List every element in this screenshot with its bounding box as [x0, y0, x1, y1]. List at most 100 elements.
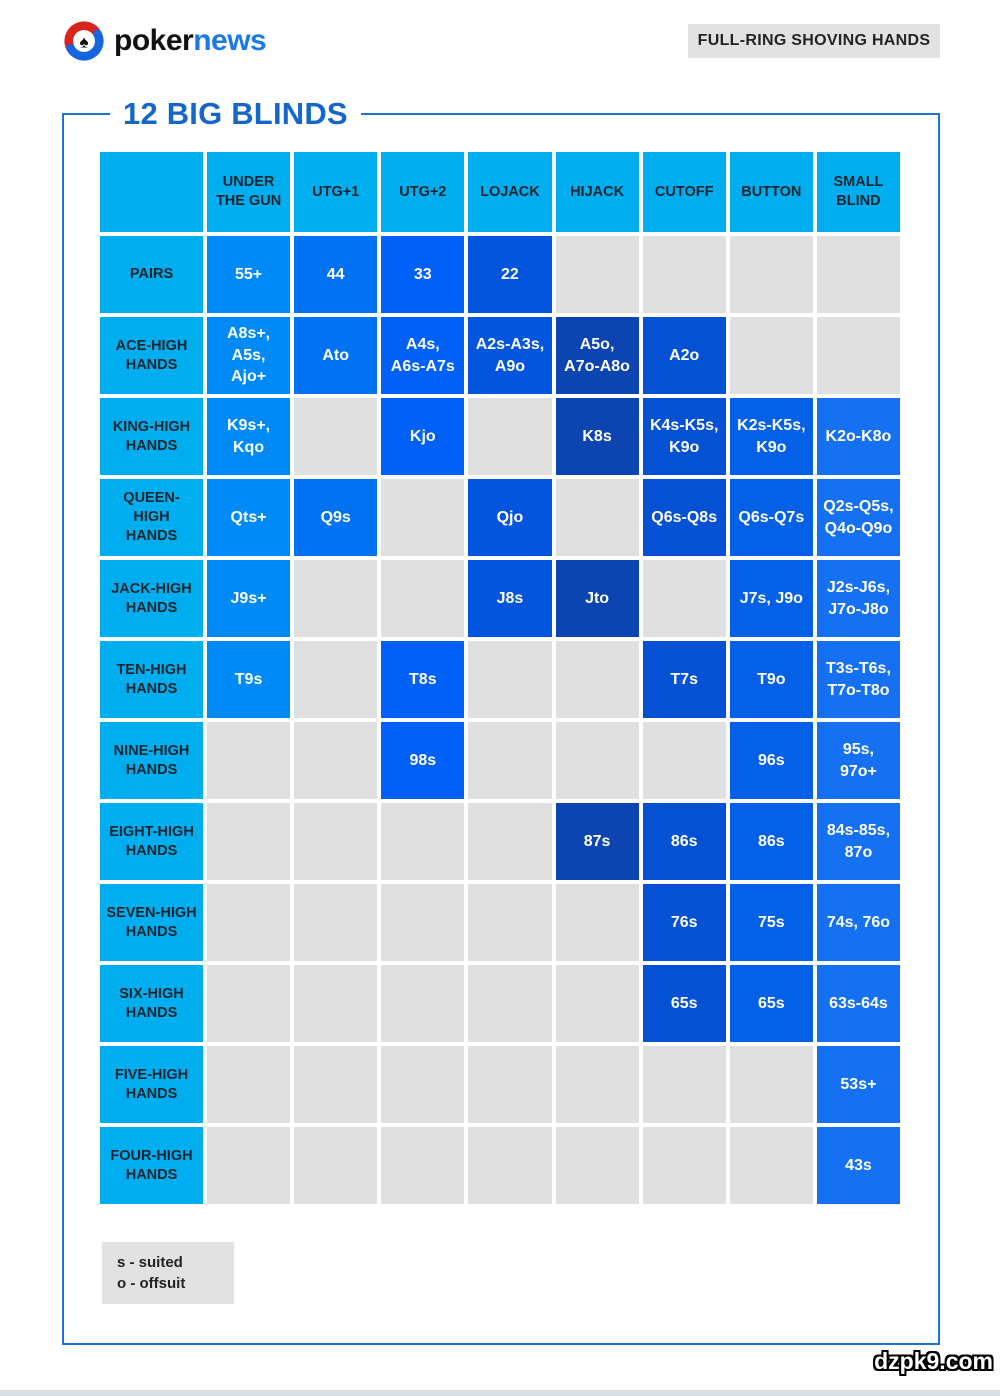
brand-wordmark: pokernews: [114, 20, 267, 62]
hand-cell: 86s: [642, 803, 726, 880]
empty-cell: [729, 236, 813, 313]
hand-cell: 95s, 97o+: [816, 722, 900, 799]
hand-cell: J2s-J6s, J7o-J8o: [816, 560, 900, 637]
hand-cell: Qjo: [468, 479, 552, 556]
bottom-strip: [0, 1390, 1000, 1396]
row-label: KING-HIGH HANDS: [100, 398, 203, 475]
row-label: SEVEN-HIGH HANDS: [100, 884, 203, 961]
empty-cell: [294, 722, 378, 799]
empty-cell: [294, 884, 378, 961]
empty-cell: [642, 722, 726, 799]
column-header: UTG+2: [381, 152, 465, 232]
empty-cell: [207, 1046, 291, 1123]
hand-cell: Ato: [294, 317, 378, 394]
watermark: dzpk9.com: [874, 1348, 993, 1374]
column-header: SMALL BLIND: [816, 152, 900, 232]
row-label: TEN-HIGH HANDS: [100, 641, 203, 718]
hand-cell: T7s: [642, 641, 726, 718]
chart-frame: 12 BIG BLINDS UNDER THE GUN UTG+1 UTG+2 LOJ…: [62, 93, 940, 1345]
row-label: QUEEN-HIGH HANDS: [100, 479, 203, 556]
empty-cell: [207, 884, 291, 961]
empty-cell: [468, 1046, 552, 1123]
empty-cell: [294, 560, 378, 637]
hand-cell: Kjo: [381, 398, 465, 475]
hand-cell: 53s+: [816, 1046, 900, 1123]
hand-cell: 43s: [816, 1127, 900, 1204]
hand-cell: A5o, A7o-A8o: [555, 317, 639, 394]
column-header: UTG+1: [294, 152, 378, 232]
column-header: UNDER THE GUN: [207, 152, 291, 232]
hand-cell: 76s: [642, 884, 726, 961]
empty-cell: [381, 884, 465, 961]
hand-cell: 98s: [381, 722, 465, 799]
empty-cell: [381, 965, 465, 1042]
hand-cell: K2s-K5s, K9o: [729, 398, 813, 475]
empty-cell: [381, 479, 465, 556]
empty-cell: [816, 236, 900, 313]
legend-offsuit: o - offsuit: [117, 1275, 186, 1292]
row-label: NINE-HIGH HANDS: [100, 722, 203, 799]
hand-cell: A2s-A3s, A9o: [468, 317, 552, 394]
empty-cell: [294, 965, 378, 1042]
hand-cell: K9s+, Kqo: [207, 398, 291, 475]
page-title: 12 BIG BLINDS: [110, 93, 361, 135]
hand-cell: Q2s-Q5s, Q4o-Q9o: [816, 479, 900, 556]
hand-cell: 63s-64s: [816, 965, 900, 1042]
empty-cell: [642, 236, 726, 313]
hand-cell: Q6s-Q8s: [642, 479, 726, 556]
empty-cell: [207, 1127, 291, 1204]
hand-cell: 84s-85s, 87o: [816, 803, 900, 880]
empty-cell: [207, 965, 291, 1042]
empty-cell: [555, 1127, 639, 1204]
empty-cell: [294, 803, 378, 880]
hand-cell: A4s, A6s-A7s: [381, 317, 465, 394]
hand-cell: T9o: [729, 641, 813, 718]
empty-cell: [729, 1046, 813, 1123]
corner-cell: [100, 152, 203, 232]
empty-cell: [468, 722, 552, 799]
empty-cell: [642, 560, 726, 637]
hand-cell: J8s: [468, 560, 552, 637]
empty-cell: [555, 479, 639, 556]
empty-cell: [294, 1046, 378, 1123]
empty-cell: [294, 1127, 378, 1204]
pokernews-logo[interactable]: ♠ pokernews: [63, 20, 267, 62]
hand-cell: Jto: [555, 560, 639, 637]
empty-cell: [555, 722, 639, 799]
empty-cell: [642, 1127, 726, 1204]
column-header: BUTTON: [729, 152, 813, 232]
hand-cell: 75s: [729, 884, 813, 961]
hand-cell: T9s: [207, 641, 291, 718]
empty-cell: [468, 398, 552, 475]
brand-poker: poker: [114, 24, 194, 57]
hand-cell: Qts+: [207, 479, 291, 556]
hand-cell: 33: [381, 236, 465, 313]
hand-cell: 86s: [729, 803, 813, 880]
hand-cell: T3s-T6s, T7o-T8o: [816, 641, 900, 718]
hand-cell: K8s: [555, 398, 639, 475]
hand-cell: 22: [468, 236, 552, 313]
hand-cell: 44: [294, 236, 378, 313]
empty-cell: [381, 803, 465, 880]
row-label: PAIRS: [100, 236, 203, 313]
empty-cell: [468, 1127, 552, 1204]
empty-cell: [555, 641, 639, 718]
hand-cell: 65s: [642, 965, 726, 1042]
hand-cell: 55+: [207, 236, 291, 313]
hand-cell: A2o: [642, 317, 726, 394]
row-label: EIGHT-HIGH HANDS: [100, 803, 203, 880]
empty-cell: [642, 1046, 726, 1123]
row-label: SIX-HIGH HANDS: [100, 965, 203, 1042]
empty-cell: [468, 884, 552, 961]
hand-cell: 96s: [729, 722, 813, 799]
empty-cell: [207, 722, 291, 799]
empty-cell: [468, 641, 552, 718]
row-label: FOUR-HIGH HANDS: [100, 1127, 203, 1204]
column-header: HIJACK: [555, 152, 639, 232]
empty-cell: [816, 317, 900, 394]
empty-cell: [381, 1127, 465, 1204]
hand-cell: Q9s: [294, 479, 378, 556]
hand-cell: K4s-K5s, K9o: [642, 398, 726, 475]
column-header: LOJACK: [468, 152, 552, 232]
